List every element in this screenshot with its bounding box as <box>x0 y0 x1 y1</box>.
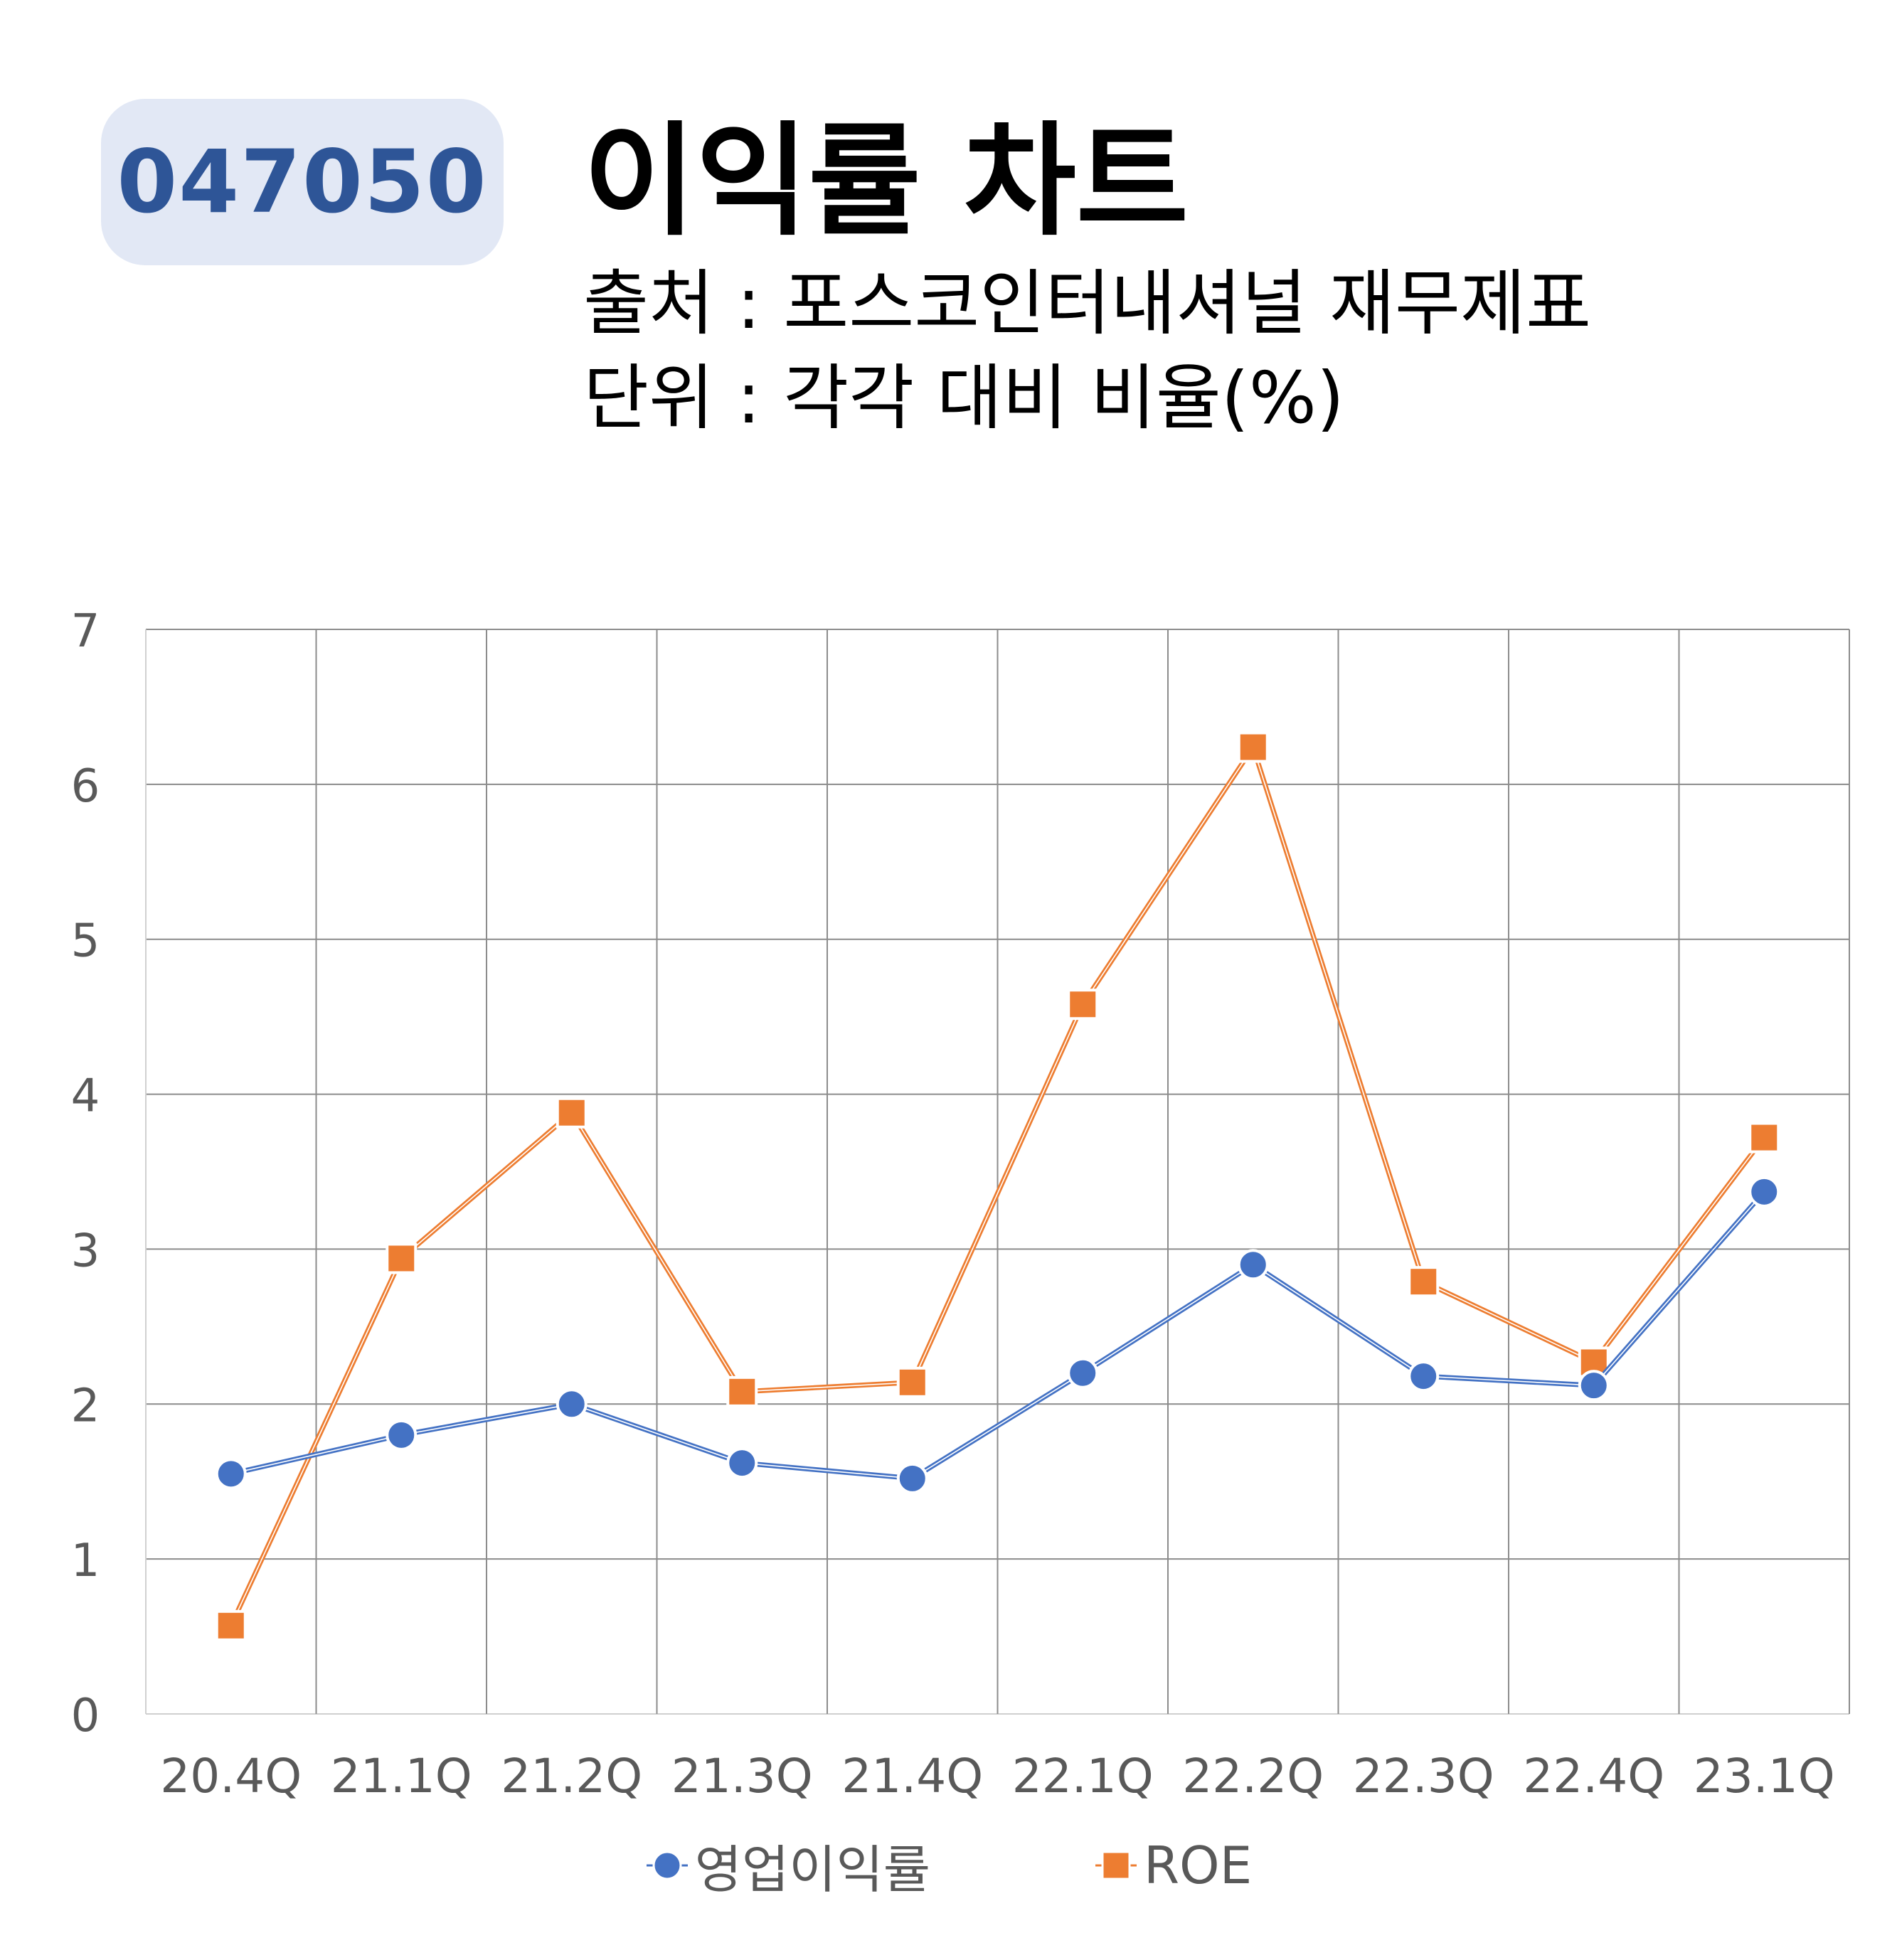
legend-item-operating-margin: 영업이익률 <box>645 1828 930 1902</box>
x-tick-label: 21.3Q <box>671 1749 813 1804</box>
data-point-roe <box>386 1242 418 1274</box>
data-point-roe <box>1408 1266 1440 1298</box>
stock-code-badge: 047050 <box>101 99 504 265</box>
data-point-roe <box>896 1366 928 1398</box>
y-tick-label: 6 <box>71 760 100 813</box>
x-tick-label: 22.4Q <box>1523 1749 1664 1804</box>
y-tick-label: 0 <box>71 1690 100 1742</box>
series-line-highlight <box>230 1191 1765 1479</box>
legend-label-roe: ROE <box>1144 1835 1253 1895</box>
x-tick-label: 20.4Q <box>160 1749 302 1804</box>
data-point-roe <box>1067 989 1099 1021</box>
legend-square-marker-icon <box>1095 1850 1137 1880</box>
x-tick-label: 21.2Q <box>501 1749 642 1804</box>
data-point-operating-margin <box>1748 1176 1780 1208</box>
x-tick-label: 22.2Q <box>1182 1749 1324 1804</box>
x-tick-label: 23.1Q <box>1694 1749 1835 1804</box>
unit-line: 단위 : 각각 대비 비율(%) <box>583 356 1344 440</box>
series-line-highlight <box>230 746 1765 1626</box>
stock-code: 047050 <box>117 132 488 233</box>
data-point-operating-margin <box>726 1447 758 1479</box>
data-point-operating-margin <box>1067 1357 1099 1389</box>
legend-item-roe: ROE <box>1094 1828 1252 1902</box>
data-point-roe <box>726 1375 758 1407</box>
y-tick-label: 5 <box>71 915 100 968</box>
x-tick-label: 22.3Q <box>1353 1749 1494 1804</box>
y-axis-ticks: 0 1 2 3 4 5 6 7 <box>71 605 100 1742</box>
x-tick-label: 21.4Q <box>841 1749 983 1804</box>
data-point-roe <box>1237 731 1269 763</box>
series-layer <box>215 731 1780 1641</box>
y-tick-label: 4 <box>71 1070 100 1123</box>
data-point-roe <box>1748 1122 1780 1154</box>
x-axis-ticks: 20.4Q 21.1Q 21.2Q 21.3Q 21.4Q 22.1Q 22.2Q 22.3Q… <box>160 1749 1834 1804</box>
data-point-operating-margin <box>1408 1360 1440 1392</box>
data-point-roe <box>215 1609 247 1641</box>
data-point-operating-margin <box>1578 1370 1610 1402</box>
data-point-operating-margin <box>1237 1249 1269 1281</box>
data-point-operating-margin <box>215 1458 247 1490</box>
data-point-roe <box>556 1097 588 1129</box>
x-tick-label: 21.1Q <box>331 1749 472 1804</box>
legend: 영업이익률 ROE <box>0 1828 1897 1902</box>
grid-layer <box>145 629 1850 1715</box>
data-point-operating-margin <box>556 1388 588 1420</box>
y-tick-label: 3 <box>71 1225 100 1277</box>
y-tick-label: 2 <box>71 1380 100 1432</box>
legend-label-operating-margin: 영업이익률 <box>694 1840 930 1900</box>
y-tick-label: 7 <box>71 605 100 658</box>
data-point-operating-margin <box>896 1462 928 1494</box>
legend-circle-marker-icon <box>646 1850 688 1880</box>
data-point-operating-margin <box>386 1419 418 1451</box>
source-line: 출처 : 포스코인터내셔널 재무제표 <box>583 262 1592 345</box>
chart-title: 이익률 차트 <box>583 110 1189 252</box>
y-tick-label: 1 <box>71 1535 100 1587</box>
x-tick-label: 22.1Q <box>1012 1749 1154 1804</box>
